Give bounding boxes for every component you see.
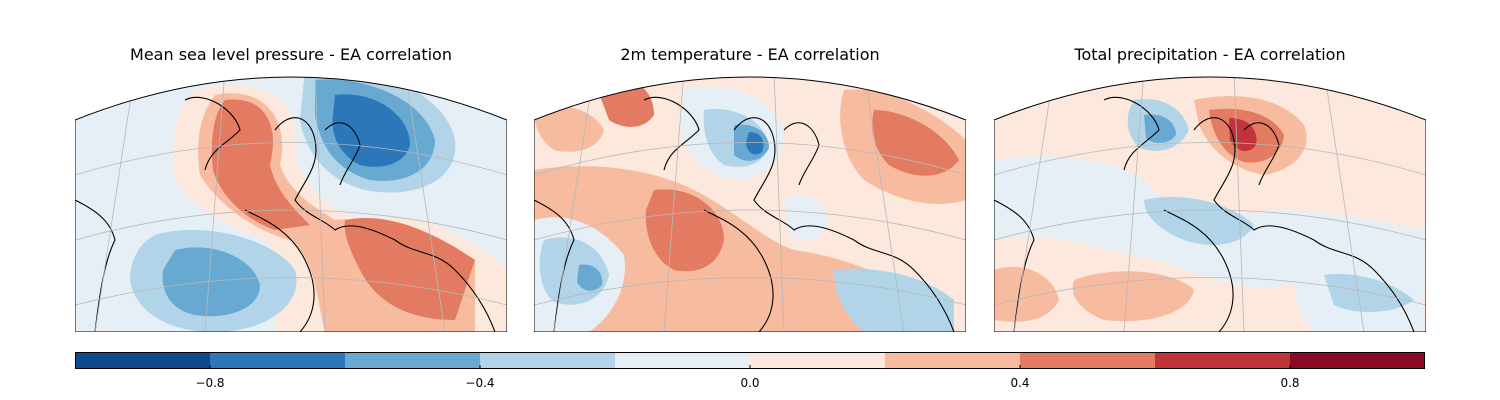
t2m-map-panel: 2m temperature - EA correlation [534, 44, 966, 334]
msl-contour-field [75, 77, 507, 332]
msl-map-panel: Mean sea level pressure - EA correlation [75, 44, 507, 334]
colorbar-segment [75, 352, 211, 369]
t2m-contour-field [534, 77, 966, 332]
tp-map-frame [994, 76, 1426, 332]
colorbar [75, 352, 1425, 369]
colorbar-tick-label: 0.0 [740, 376, 760, 390]
colorbar-segment [1020, 352, 1156, 369]
colorbar-segment [750, 352, 886, 369]
colorbar-segment [480, 352, 616, 369]
msl-map-frame [75, 76, 507, 332]
tp-panel-title: Total precipitation - EA correlation [1074, 45, 1346, 64]
tp-contour-field [994, 77, 1426, 332]
colorbar-frame [75, 352, 1425, 369]
msl-panel-title: Mean sea level pressure - EA correlation [130, 45, 452, 64]
colorbar-tick-label: −0.4 [465, 376, 495, 390]
colorbar-tick-label: 0.8 [1280, 376, 1300, 390]
t2m-panel-title: 2m temperature - EA correlation [620, 45, 880, 64]
colorbar-segment [1155, 352, 1291, 369]
colorbar-segment [1290, 352, 1425, 369]
colorbar-tick-label: −0.8 [195, 376, 225, 390]
t2m-map-frame [534, 76, 966, 332]
colorbar-segment [885, 352, 1021, 369]
colorbar-tick-label: 0.4 [1010, 376, 1030, 390]
t2m-correlation-map [534, 76, 966, 332]
colorbar-segment [615, 352, 751, 369]
tp-correlation-map [994, 76, 1426, 332]
colorbar-segment [210, 352, 346, 369]
colorbar-segments [75, 352, 1425, 369]
colorbar-segment [345, 352, 481, 369]
tp-map-panel: Total precipitation - EA correlation [994, 44, 1426, 334]
msl-correlation-map [75, 76, 507, 332]
